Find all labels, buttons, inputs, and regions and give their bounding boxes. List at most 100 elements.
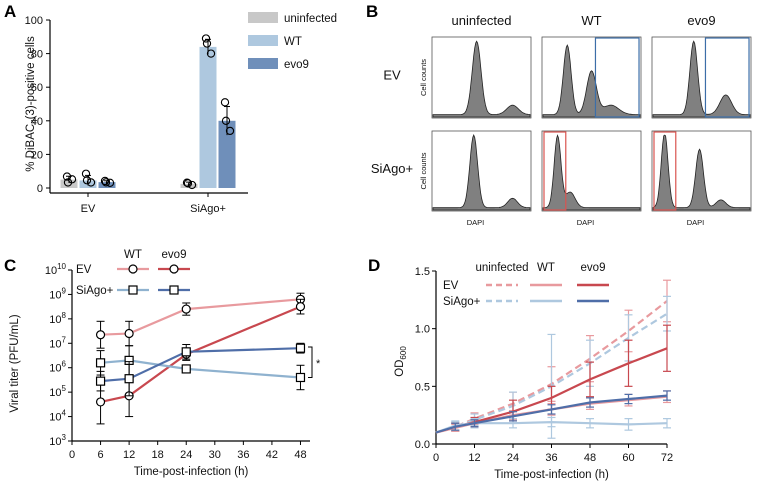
data-point <box>181 364 191 374</box>
x-tick-label: 72 <box>661 452 673 464</box>
y-axis-title: Cell counts <box>419 152 428 189</box>
x-axis-title: Time-post-infection (h) <box>134 466 249 478</box>
column-title: uninfected <box>452 13 512 28</box>
legend-col-wt: WT <box>537 262 555 274</box>
legend-label: uninfected <box>284 13 337 25</box>
legend-row-ev: EV <box>76 264 92 276</box>
data-point <box>81 169 91 178</box>
data-point <box>181 347 191 357</box>
legend-col-evo9: evo9 <box>581 262 606 274</box>
legend-label: evo9 <box>284 59 309 71</box>
histogram-frame <box>431 130 532 212</box>
y-tick-label: 0.5 <box>415 381 430 393</box>
panel-label-a: A <box>4 2 16 21</box>
gate-box <box>543 131 567 211</box>
y-axis-title: Viral titer (PFU/mL) <box>9 314 21 412</box>
y-tick-label: 109 <box>49 286 66 301</box>
histogram-frame <box>651 36 752 119</box>
bar <box>218 120 236 188</box>
data-point <box>62 172 72 181</box>
x-tick-label: 6 <box>97 449 103 461</box>
data-point <box>220 98 230 107</box>
x-axis-title: DAPI <box>577 218 595 227</box>
x-tick-label: SiAgo+ <box>190 203 226 215</box>
viral-titer-chart: 103 104 105 106 107 108 109 1010 0 6 12 18 24 30 36 42 4… <box>9 249 321 478</box>
x-tick-label: 48 <box>294 449 306 461</box>
legend-row-siago: SiAgo+ <box>76 285 114 297</box>
panel-label-c: C <box>4 256 16 275</box>
data-point <box>201 34 211 43</box>
y-tick-label: 20 <box>31 149 43 161</box>
x-tick-label: 36 <box>237 449 249 461</box>
data-point <box>95 397 106 407</box>
histogram-frame <box>651 130 752 212</box>
histogram-frame <box>431 36 532 119</box>
x-axis-title: Time-post-infection (h) <box>494 469 609 481</box>
legend-marker <box>128 264 138 274</box>
gate-box <box>704 37 750 118</box>
y-tick-label: 60 <box>31 82 43 94</box>
series-line <box>100 305 301 403</box>
y-tick-label: 104 <box>49 409 66 424</box>
x-tick-label: EV <box>81 203 96 215</box>
data-point <box>295 372 306 383</box>
y-tick-label: 107 <box>49 335 66 350</box>
y-axis-title: OD600 <box>394 346 408 377</box>
x-tick-label: 0 <box>69 449 75 461</box>
histogram-curve <box>542 134 641 211</box>
panel-label-b: B <box>366 2 378 21</box>
y-tick-label: 40 <box>31 116 43 128</box>
data-point <box>95 330 106 340</box>
data-point <box>95 376 106 386</box>
legend-col-uninfected: uninfected <box>475 262 528 274</box>
data-point <box>181 304 191 314</box>
significance-bracket <box>308 346 313 378</box>
legend-col-evo9: evo9 <box>162 249 187 261</box>
bar <box>199 46 217 188</box>
histogram-curve <box>542 44 641 118</box>
x-tick-label: 48 <box>584 452 596 464</box>
data-point <box>101 178 111 187</box>
legend-swatch <box>248 12 278 23</box>
x-tick-label: 24 <box>507 452 519 464</box>
legend-label: WT <box>284 36 302 48</box>
panel-label-d: D <box>368 256 380 275</box>
y-tick-label: 1.0 <box>415 324 430 336</box>
x-tick-label: 0 <box>433 452 439 464</box>
y-tick-label: 103 <box>49 433 66 448</box>
y-tick-label: 1010 <box>45 262 67 277</box>
y-tick-label: 108 <box>49 311 66 326</box>
data-point <box>187 180 197 190</box>
row-label: SiAgo+ <box>371 161 413 176</box>
data-point <box>124 328 134 339</box>
data-point <box>82 176 92 185</box>
x-tick-label: 24 <box>180 449 192 461</box>
legend-marker <box>169 285 179 295</box>
x-tick-label: 30 <box>209 449 221 461</box>
y-tick-label: 0.0 <box>415 439 430 451</box>
histogram-frame <box>541 130 642 212</box>
legend-swatch <box>248 35 278 46</box>
column-title: evo9 <box>687 13 715 28</box>
histogram-frame <box>541 36 642 119</box>
legend-swatch <box>248 58 278 69</box>
histogram-curve <box>652 134 751 211</box>
data-point <box>202 39 212 48</box>
legend-col-wt: WT <box>124 249 142 261</box>
data-point <box>206 49 216 58</box>
legend-marker <box>169 264 179 274</box>
x-tick-label: 36 <box>545 452 557 464</box>
data-point <box>295 302 306 312</box>
flow-histogram-grid: uninfected WT evo9 EV Cell counts SiAgo+ Cell … <box>371 13 752 227</box>
data-point <box>100 176 110 186</box>
bar <box>60 179 78 188</box>
histogram-curve <box>652 40 751 118</box>
bar-chart-a: 0 20 40 60 80 100 % DiBAC4(3)-positive cells EV… <box>25 12 337 215</box>
column-title: WT <box>581 13 601 28</box>
series-line <box>100 298 301 336</box>
y-axis-title: Cell counts <box>419 59 428 96</box>
histogram-curve <box>432 40 531 118</box>
series-line <box>435 394 668 434</box>
x-tick-label: 12 <box>468 452 480 464</box>
